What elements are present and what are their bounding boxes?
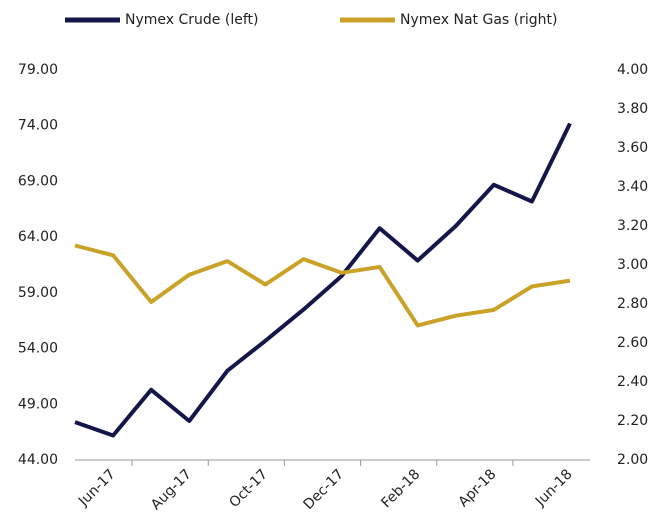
y2-tick-label: 2.80 — [617, 296, 648, 312]
y2-tick-label: 2.20 — [617, 413, 648, 429]
x-tick-label: Oct-17 — [226, 466, 271, 511]
x-tick-label: Dec-17 — [301, 466, 348, 513]
y2-tick-label: 3.00 — [617, 257, 648, 273]
y-tick-label: 64.00 — [18, 229, 58, 245]
y2-tick-label: 3.60 — [617, 140, 648, 156]
x-tick-label: Feb-18 — [378, 466, 423, 511]
y-tick-label: 54.00 — [18, 341, 58, 357]
y2-tick-label: 3.20 — [617, 218, 648, 234]
y2-tick-label: 2.00 — [617, 452, 648, 468]
y2-tick-label: 2.40 — [617, 374, 648, 390]
x-tick-label: Aug-17 — [148, 466, 195, 513]
y-tick-label: 49.00 — [18, 396, 58, 412]
series-line — [74, 243, 571, 328]
legend-label: Nymex Nat Gas (right) — [400, 12, 557, 28]
y-tick-label: 59.00 — [18, 285, 58, 301]
y2-tick-label: 4.00 — [617, 62, 648, 78]
x-tick-label: Apr-18 — [456, 466, 500, 510]
y2-tick-label: 2.60 — [617, 335, 648, 351]
legend-label: Nymex Crude (left) — [125, 12, 258, 28]
y-tick-label: 44.00 — [18, 452, 58, 468]
y2-tick-label: 3.80 — [617, 101, 648, 117]
x-tick-label: Jun-17 — [75, 466, 119, 510]
y2-tick-label: 3.40 — [617, 179, 648, 195]
x-tick-label: Jun-18 — [532, 466, 576, 510]
y-tick-label: 79.00 — [18, 62, 58, 78]
y-tick-label: 74.00 — [18, 118, 58, 134]
series-line — [74, 122, 572, 438]
y-tick-label: 69.00 — [18, 173, 58, 189]
